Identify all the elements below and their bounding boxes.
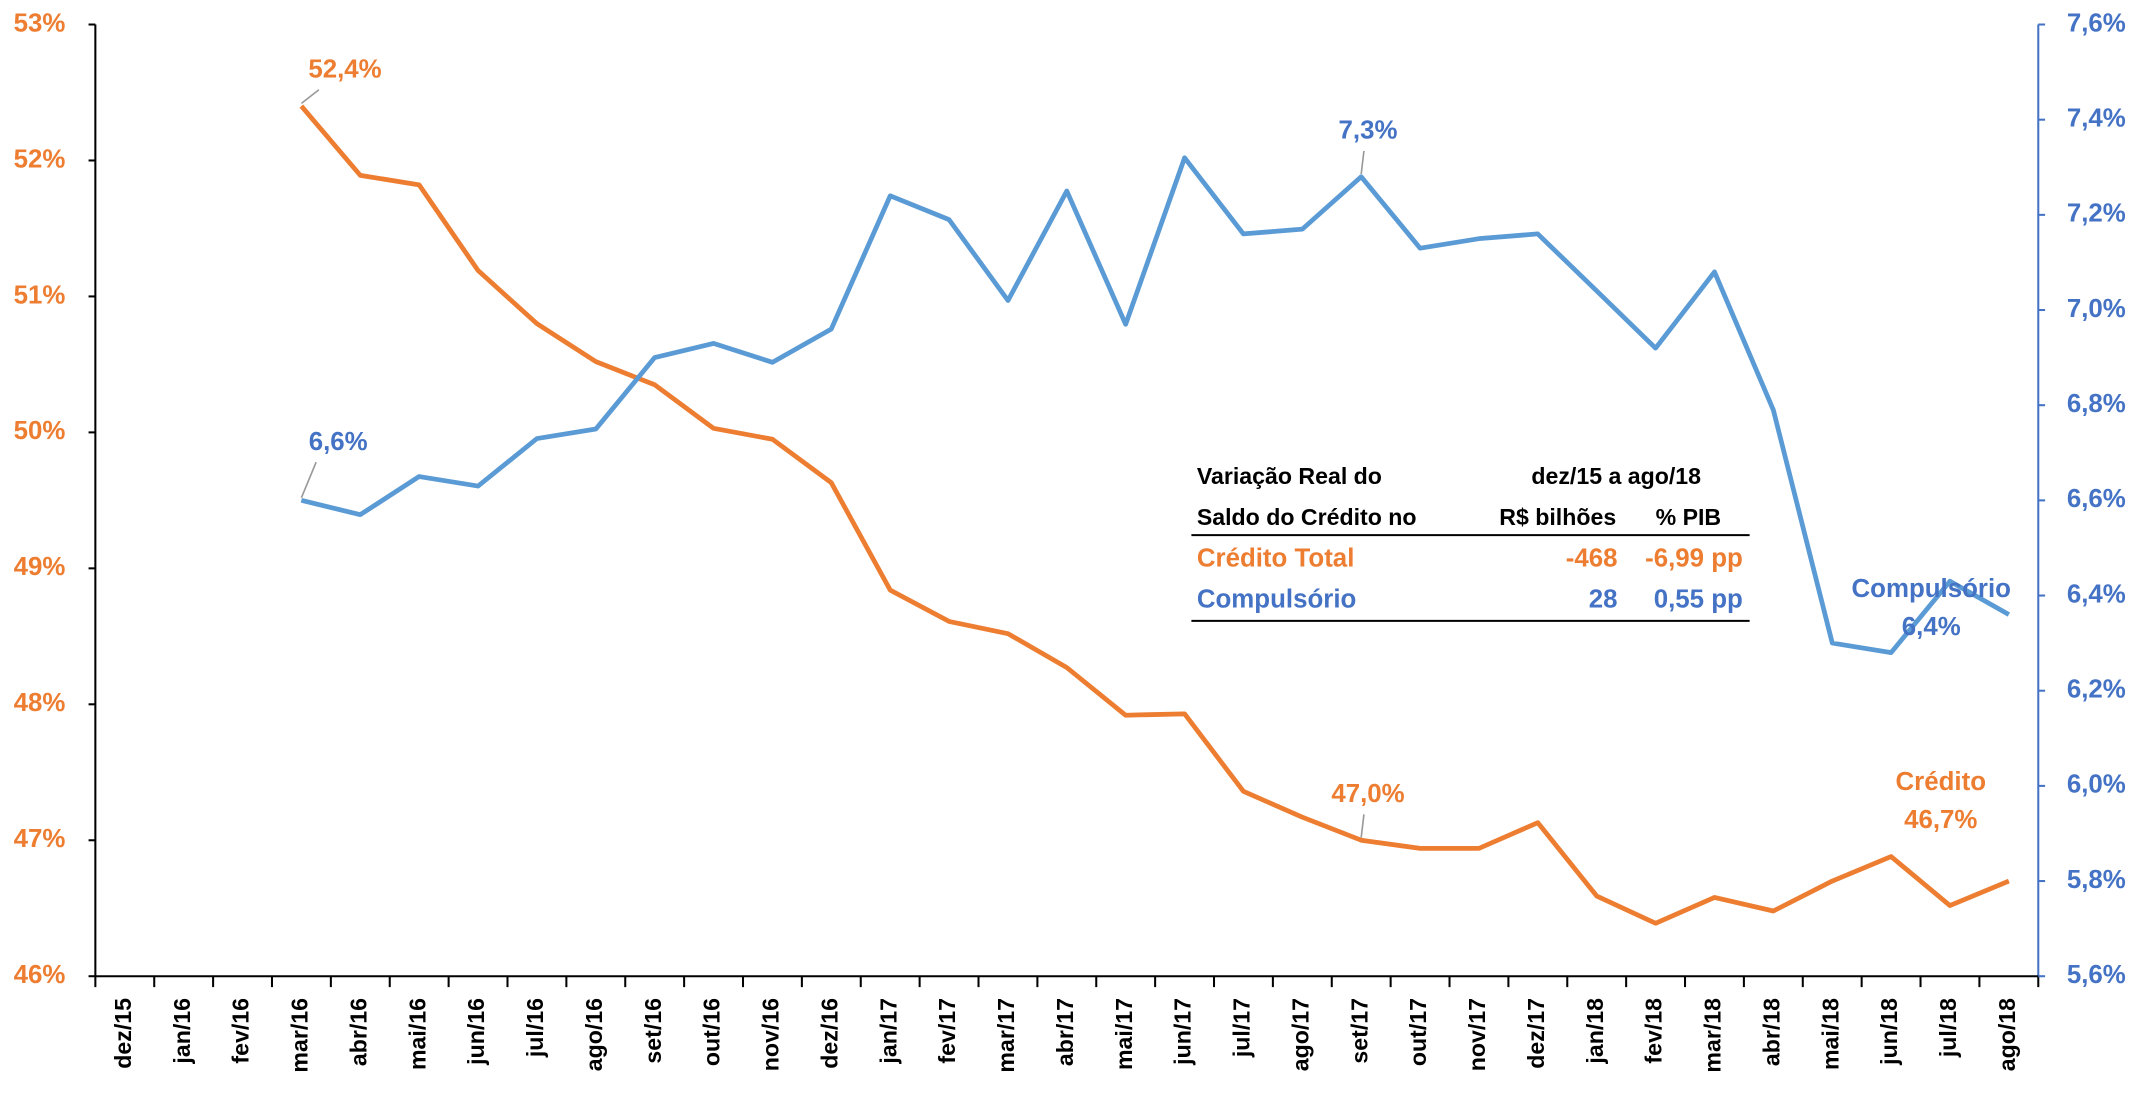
y-tick-label: 49% bbox=[14, 553, 66, 581]
x-tick-label: nov/16 bbox=[758, 998, 784, 1071]
series-name: Crédito bbox=[1896, 768, 1987, 796]
x-tick-label: set/17 bbox=[1346, 998, 1372, 1064]
series-line bbox=[299, 104, 2010, 926]
x-tick-label: jun/16 bbox=[463, 998, 489, 1066]
series-line bbox=[300, 155, 2011, 655]
y-tick-label: 47% bbox=[14, 825, 66, 853]
data-label: 52,4% bbox=[308, 56, 381, 84]
x-tick-label: mar/17 bbox=[993, 998, 1019, 1073]
x-tick-label: dez/15 bbox=[110, 998, 136, 1069]
x-tick-label: jul/18 bbox=[1935, 998, 1961, 1058]
inset-table: Variação Real do dez/15 a ago/18 Saldo d… bbox=[1191, 463, 1750, 622]
x-tick-label: mai/17 bbox=[1111, 998, 1137, 1070]
table-cell: % PIB bbox=[1656, 504, 1722, 530]
x-tick-label: dez/17 bbox=[1523, 998, 1549, 1069]
x-tick-label: jan/17 bbox=[875, 998, 901, 1065]
y2-tick-label: 6,2% bbox=[2067, 676, 2126, 704]
x-tick-label: abr/16 bbox=[345, 998, 371, 1066]
x-tick-label: ago/16 bbox=[581, 998, 607, 1071]
data-label: 46,7% bbox=[1904, 806, 1977, 834]
table-cell: Variação Real do bbox=[1197, 463, 1382, 489]
table-cell: -468 bbox=[1566, 544, 1618, 572]
x-tick-label: mai/18 bbox=[1817, 998, 1843, 1070]
x-tick-label: mar/16 bbox=[287, 998, 313, 1073]
table-cell: R$ bilhões bbox=[1499, 504, 1616, 530]
leader-line bbox=[300, 89, 320, 105]
x-tick-label: fev/17 bbox=[934, 998, 960, 1064]
y2-tick-label: 7,0% bbox=[2067, 295, 2126, 323]
leader-line bbox=[1360, 150, 1365, 175]
x-tick-label: jun/18 bbox=[1876, 998, 1902, 1066]
y2-tick-label: 5,8% bbox=[2067, 866, 2126, 894]
table-cell: Crédito Total bbox=[1197, 544, 1355, 572]
x-tick-label: out/16 bbox=[699, 998, 725, 1066]
y2-tick-label: 6,8% bbox=[2067, 390, 2126, 418]
table-cell: 28 bbox=[1589, 585, 1618, 613]
y-tick-label: 52% bbox=[14, 145, 66, 173]
leader-line bbox=[300, 461, 317, 498]
y2-tick-label: 6,6% bbox=[2067, 485, 2126, 513]
table-cell: Saldo do Crédito no bbox=[1197, 504, 1417, 530]
series-name: Compulsório bbox=[1851, 575, 2010, 603]
y2-tick-label: 7,6% bbox=[2067, 9, 2126, 37]
data-label: 47,0% bbox=[1331, 780, 1404, 808]
x-tick-label: nov/17 bbox=[1464, 998, 1490, 1071]
y-tick-label: 51% bbox=[14, 281, 66, 309]
data-label: 7,3% bbox=[1339, 117, 1398, 145]
x-tick-label: abr/18 bbox=[1758, 998, 1784, 1066]
x-tick-label: mar/18 bbox=[1700, 998, 1726, 1073]
y-tick-label: 50% bbox=[14, 417, 66, 445]
y-tick-label: 46% bbox=[14, 961, 66, 989]
data-label: 6,4% bbox=[1902, 613, 1961, 641]
y-tick-label: 48% bbox=[14, 689, 66, 717]
x-tick-label: fev/18 bbox=[1641, 998, 1667, 1064]
y2-tick-label: 7,4% bbox=[2067, 105, 2126, 133]
leader-line bbox=[1360, 814, 1365, 838]
x-tick-label: dez/16 bbox=[816, 998, 842, 1069]
y2-tick-label: 5,6% bbox=[2067, 961, 2126, 989]
x-tick-label: mai/16 bbox=[404, 998, 430, 1070]
x-tick-label: jul/16 bbox=[522, 998, 548, 1058]
x-tick-label: set/16 bbox=[640, 998, 666, 1064]
x-tick-label: fev/16 bbox=[228, 998, 254, 1064]
table-cell: 0,55 pp bbox=[1654, 585, 1743, 613]
data-label: 6,6% bbox=[309, 428, 368, 456]
x-tick-label: ago/18 bbox=[1994, 998, 2020, 1071]
y-tick-label: 53% bbox=[14, 9, 66, 37]
x-tick-label: ago/17 bbox=[1287, 998, 1313, 1071]
table-cell: -6,99 pp bbox=[1645, 544, 1743, 572]
y2-tick-label: 6,0% bbox=[2067, 771, 2126, 799]
x-tick-label: jul/17 bbox=[1229, 998, 1255, 1058]
table-cell: dez/15 a ago/18 bbox=[1531, 463, 1701, 489]
x-tick-label: abr/17 bbox=[1052, 998, 1078, 1066]
x-tick-label: out/17 bbox=[1405, 998, 1431, 1066]
x-tick-label: jan/18 bbox=[1582, 998, 1608, 1065]
table-cell: Compulsório bbox=[1197, 585, 1356, 613]
y2-tick-label: 7,2% bbox=[2067, 200, 2126, 228]
x-tick-label: jun/17 bbox=[1170, 998, 1196, 1066]
x-tick-label: jan/16 bbox=[169, 998, 195, 1065]
y2-tick-label: 6,4% bbox=[2067, 580, 2126, 608]
